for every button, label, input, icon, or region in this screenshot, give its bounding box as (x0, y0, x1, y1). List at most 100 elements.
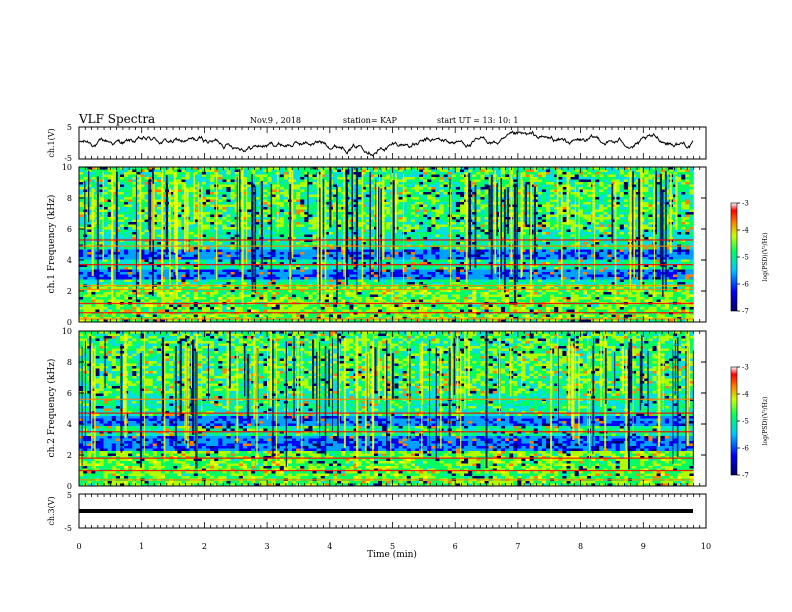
spectrogram-cell (459, 247, 465, 250)
spectrogram-cell (369, 189, 375, 193)
spectrogram-cell (189, 187, 194, 190)
spectrogram-cell (328, 239, 334, 243)
spectrogram-cell (242, 224, 248, 228)
ch1-waveform-ylabel: ch.1(V) (47, 128, 56, 157)
spectrogram-cell (632, 177, 637, 180)
spectrogram-cell (197, 242, 203, 245)
spectrogram-cell (472, 232, 477, 235)
spectrogram-cell (312, 179, 317, 183)
spectrogram-cell (263, 239, 268, 243)
spectrogram-cell (238, 204, 244, 208)
spectrogram-cell (103, 229, 108, 233)
spectrogram-cell (292, 242, 297, 245)
spectrogram-cell (545, 224, 551, 228)
spectrogram-cell (459, 177, 465, 180)
spectrogram-cell (521, 232, 526, 235)
spectrogram-cell (382, 177, 387, 180)
spectrogram-cell (255, 172, 260, 175)
spectrogram-cell (124, 177, 129, 180)
spectrogram-cell (439, 179, 444, 183)
spectrogram-cell (423, 172, 428, 175)
spectrogram-cell (423, 192, 428, 195)
spectrogram-cell (373, 169, 379, 173)
spectrogram-cell (197, 197, 203, 200)
spectrogram-cell (152, 169, 158, 173)
spectrogram-cell (603, 207, 608, 210)
spectrogram-cell (648, 194, 653, 198)
spectrogram-cell (169, 204, 174, 208)
spectrogram-cell (226, 239, 231, 243)
spectrogram-cell (308, 174, 313, 178)
spectrogram-cell (402, 237, 408, 240)
spectrogram-cell (300, 189, 305, 193)
spectrogram-cell (513, 177, 518, 180)
spectrogram-cell (242, 232, 248, 235)
spectrogram-cell (259, 169, 264, 173)
spectrogram-cell (193, 234, 199, 238)
spectrogram-cell (685, 237, 690, 240)
spectrogram-cell (263, 214, 268, 218)
spectrogram-cell (230, 187, 235, 190)
spectrogram-cell (197, 222, 203, 225)
spectrogram-cell (115, 197, 121, 200)
spectrogram-cell (218, 219, 223, 223)
spectrogram-cell (283, 217, 289, 220)
spectrogram-cell (558, 199, 563, 203)
spectrogram-cell (189, 202, 194, 205)
spectrogram-cell (107, 212, 113, 215)
spectrogram-cell (644, 169, 649, 173)
spectrogram-cell (332, 199, 338, 203)
spectrogram-cell (144, 242, 149, 245)
spectrogram-cell (672, 242, 678, 245)
spectrogram-cell (681, 169, 686, 173)
spectrogram-cell (554, 204, 559, 208)
spectrogram-cell (525, 214, 530, 218)
spectrogram-cell (222, 212, 227, 215)
spectrogram-cell (300, 247, 305, 250)
spectrogram-cell (459, 174, 465, 178)
spectrogram-cell (103, 174, 108, 178)
spectrogram-cell (681, 182, 686, 185)
spectrogram-cell (79, 249, 84, 253)
spectrogram-cell (545, 207, 551, 210)
spectrogram-cell (369, 234, 375, 238)
spectrogram-cell (435, 229, 440, 233)
spectrogram-cell (525, 182, 530, 185)
spectrogram-cell (111, 212, 117, 215)
spectrogram-cell (554, 212, 559, 215)
spectrogram-cell (337, 194, 342, 198)
spectrogram-cell (615, 187, 621, 190)
spectrogram-cell (586, 189, 592, 193)
spectrogram-cell (455, 192, 461, 195)
spectrogram-cell (144, 167, 149, 170)
spectrogram-cell (357, 177, 362, 180)
spectrogram-cell (238, 227, 244, 230)
spectrogram-cell (402, 187, 408, 190)
spectrogram-cell (607, 242, 612, 245)
spectrogram-cell (369, 227, 375, 230)
spectrogram-cell (689, 209, 694, 213)
spectrogram-cell (574, 177, 580, 180)
spectrogram-cell (79, 174, 84, 178)
spectrogram-cell (513, 169, 518, 173)
spectrogram-cell (554, 207, 559, 210)
spectrogram-cell (435, 239, 440, 243)
spectrogram-cell (197, 177, 203, 180)
spectrogram-cell (414, 192, 420, 195)
spectrogram-cell (378, 242, 383, 245)
spectrogram-cell (574, 197, 580, 200)
spectrogram-cell (459, 167, 465, 170)
spectrogram-cell (505, 239, 510, 243)
spectrogram-cell (279, 167, 285, 170)
spectrogram-cell (337, 199, 342, 203)
spectrogram-cell (451, 227, 457, 230)
spectrogram-cell (521, 209, 526, 213)
spectrogram-cell (230, 219, 235, 223)
spectrogram-cell (435, 234, 440, 238)
spectrogram-cell (410, 219, 416, 223)
spectrogram-cell (136, 202, 141, 205)
spectrogram-cell (107, 177, 113, 180)
spectrogram-cell (267, 194, 272, 198)
spectrogram-cell (419, 229, 424, 233)
spectrogram-cell (623, 199, 629, 203)
